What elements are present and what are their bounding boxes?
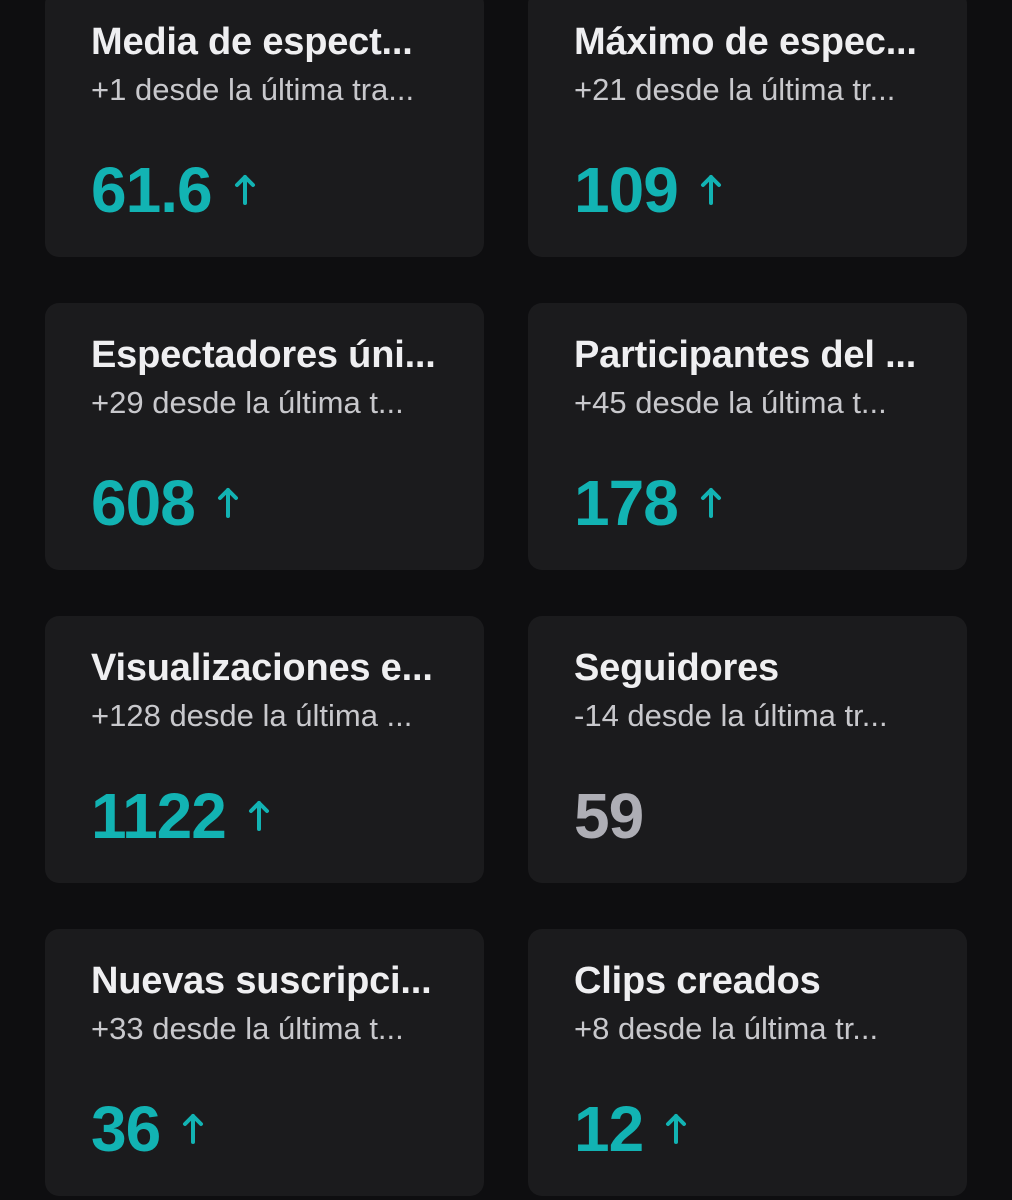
card-value: 12 [574, 1093, 644, 1165]
arrow-up-icon [217, 487, 239, 519]
stat-card-new-subscriptions[interactable]: Nuevas suscripci... +33 desde la última … [45, 929, 484, 1196]
card-change: +33 desde la última t... [91, 1011, 404, 1046]
card-change: +1 desde la última tra... [91, 72, 415, 107]
card-change: +8 desde la última tr... [574, 1011, 879, 1046]
stat-card-clips-created[interactable]: Clips creados +8 desde la última tr... 1… [528, 929, 967, 1196]
card-value: 608 [91, 467, 196, 539]
card-value-row: 178 [574, 471, 722, 535]
arrow-up-icon [248, 800, 270, 832]
card-title: Clips creados [574, 960, 821, 1002]
card-value: 61.6 [91, 154, 213, 226]
card-title: Visualizaciones e... [91, 647, 433, 689]
card-value-row: 12 [574, 1097, 687, 1161]
card-change: -14 desde la última tr... [574, 698, 888, 733]
card-title: Máximo de espec... [574, 21, 917, 63]
stat-card-unique-viewers[interactable]: Espectadores úni... +29 desde la última … [45, 303, 484, 570]
card-value: 1122 [91, 780, 227, 852]
stat-card-followers[interactable]: Seguidores -14 desde la última tr... 59 [528, 616, 967, 883]
arrow-up-icon [234, 174, 256, 206]
card-title: Nuevas suscripci... [91, 960, 432, 1002]
card-value-row: 36 [91, 1097, 204, 1161]
card-title: Espectadores úni... [91, 334, 436, 376]
card-change: +128 desde la última ... [91, 698, 413, 733]
card-value-row: 109 [574, 158, 722, 222]
card-value: 109 [574, 154, 679, 226]
card-value-row: 1122 [91, 784, 270, 848]
card-change: +29 desde la última t... [91, 385, 404, 420]
card-title: Media de espect... [91, 21, 413, 63]
card-value: 178 [574, 467, 679, 539]
card-value-row: 608 [91, 471, 239, 535]
stat-card-peak-viewers[interactable]: Máximo de espec... +21 desde la última t… [528, 0, 967, 257]
stats-grid: Media de espect... +1 desde la última tr… [45, 0, 967, 1196]
card-value-row: 59 [574, 780, 644, 852]
card-value-row: 61.6 [91, 158, 256, 222]
card-title: Participantes del ... [574, 334, 917, 376]
card-value: 36 [91, 1093, 161, 1165]
stat-card-live-views[interactable]: Visualizaciones e... +128 desde la últim… [45, 616, 484, 883]
card-change: +21 desde la última tr... [574, 72, 896, 107]
arrow-up-icon [700, 487, 722, 519]
arrow-up-icon [182, 1113, 204, 1145]
card-title: Seguidores [574, 647, 779, 689]
stat-card-chat-participants[interactable]: Participantes del ... +45 desde la últim… [528, 303, 967, 570]
stat-card-average-viewers[interactable]: Media de espect... +1 desde la última tr… [45, 0, 484, 257]
card-change: +45 desde la última t... [574, 385, 887, 420]
card-value: 59 [574, 780, 644, 852]
arrow-up-icon [665, 1113, 687, 1145]
arrow-up-icon [700, 174, 722, 206]
